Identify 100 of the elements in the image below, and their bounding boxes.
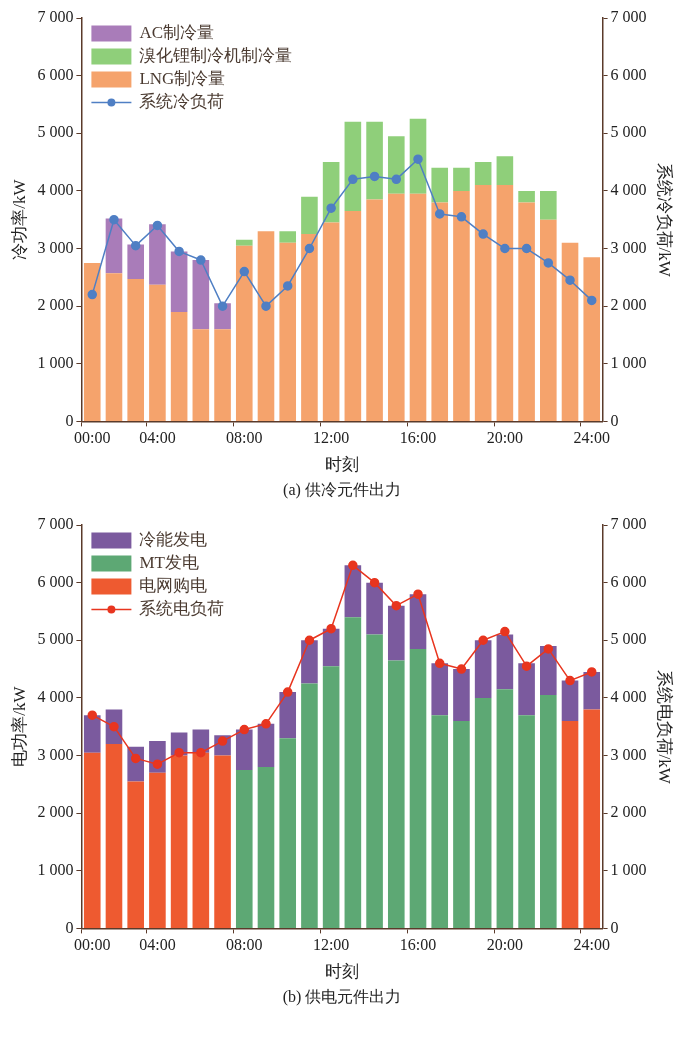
bar bbox=[387, 193, 405, 421]
point bbox=[239, 724, 250, 735]
x-tick-label: 04:00 bbox=[139, 429, 176, 447]
point bbox=[369, 577, 380, 588]
y2-tick-label: 3 000 bbox=[610, 238, 647, 256]
legend-label: 冷能发电 bbox=[139, 529, 208, 549]
x-tick-label: 04:00 bbox=[139, 936, 176, 954]
point bbox=[391, 600, 402, 611]
y2-tick-label: 3 000 bbox=[610, 745, 647, 763]
bar bbox=[453, 190, 470, 421]
bar bbox=[257, 767, 275, 928]
y2-tick-label: 1 000 bbox=[610, 860, 647, 878]
y2-tick-label: 5 000 bbox=[610, 123, 647, 141]
x-tick-label: 24:00 bbox=[573, 936, 610, 954]
point bbox=[478, 229, 488, 239]
bar bbox=[387, 136, 405, 194]
bar bbox=[366, 634, 383, 928]
x-axis-title: 时刻 bbox=[325, 962, 359, 982]
point bbox=[456, 212, 467, 222]
point bbox=[326, 623, 336, 634]
y-tick-label: 5 000 bbox=[37, 630, 74, 648]
bar bbox=[366, 199, 383, 421]
bar bbox=[83, 752, 101, 928]
bar bbox=[496, 689, 514, 928]
bar bbox=[322, 222, 340, 421]
point bbox=[586, 667, 597, 677]
bar bbox=[83, 262, 101, 421]
point bbox=[434, 658, 445, 669]
point bbox=[413, 589, 423, 599]
bar bbox=[431, 202, 449, 421]
bar bbox=[366, 121, 383, 200]
bar bbox=[257, 231, 275, 421]
bar bbox=[561, 720, 579, 928]
point bbox=[239, 266, 250, 277]
bar bbox=[149, 224, 166, 285]
bar bbox=[105, 273, 123, 421]
bar bbox=[322, 666, 340, 928]
y-axis-title: 电功率/kW bbox=[9, 685, 29, 767]
bar bbox=[387, 605, 405, 661]
point bbox=[348, 174, 358, 185]
bar bbox=[149, 284, 166, 421]
bar bbox=[496, 156, 514, 186]
point bbox=[521, 243, 532, 254]
legend-label: 溴化锂制冷机制冷量 bbox=[139, 45, 293, 65]
bar bbox=[409, 118, 427, 194]
y-tick-label: 3 000 bbox=[37, 745, 74, 763]
point bbox=[261, 301, 271, 311]
bar bbox=[192, 329, 210, 421]
point bbox=[413, 154, 423, 164]
y2-tick-label: 0 bbox=[610, 411, 619, 429]
y2-tick-label: 1 000 bbox=[610, 353, 647, 371]
bar bbox=[540, 190, 557, 220]
y-tick-label: 3 000 bbox=[37, 238, 74, 256]
y-tick-label: 7 000 bbox=[37, 515, 74, 533]
x-tick-label: 16:00 bbox=[399, 429, 437, 447]
bar bbox=[474, 640, 492, 698]
point bbox=[456, 664, 467, 674]
bar bbox=[496, 634, 514, 690]
point bbox=[586, 295, 597, 306]
bar bbox=[344, 617, 362, 928]
y2-axis-title: 系统电负荷/kW bbox=[655, 669, 675, 785]
y-tick-label: 4 000 bbox=[37, 181, 74, 199]
bar bbox=[583, 257, 601, 421]
bar bbox=[83, 715, 101, 753]
bar bbox=[127, 244, 144, 280]
bar bbox=[431, 715, 449, 928]
x-tick-label: 20:00 bbox=[486, 936, 524, 954]
bar bbox=[540, 646, 557, 695]
point bbox=[87, 289, 98, 300]
x-tick-label: 16:00 bbox=[399, 936, 437, 954]
bar bbox=[409, 193, 427, 421]
point bbox=[282, 281, 293, 291]
bar bbox=[474, 697, 492, 928]
y-tick-label: 6 000 bbox=[37, 572, 74, 590]
point bbox=[543, 644, 554, 654]
bar bbox=[453, 167, 470, 191]
bar bbox=[474, 185, 492, 421]
legend-label: MT发电 bbox=[139, 552, 199, 572]
bar bbox=[214, 329, 231, 421]
point bbox=[391, 174, 402, 185]
point bbox=[348, 560, 358, 571]
bar bbox=[561, 242, 579, 421]
x-tick-label: 08:00 bbox=[226, 936, 263, 954]
bar bbox=[279, 738, 297, 928]
bar bbox=[561, 680, 579, 721]
x-tick-label: 12:00 bbox=[312, 936, 350, 954]
point bbox=[304, 243, 315, 254]
y2-tick-label: 5 000 bbox=[610, 630, 647, 648]
x-axis-title: 时刻 bbox=[325, 455, 359, 475]
y-tick-label: 4 000 bbox=[37, 688, 74, 706]
bar bbox=[344, 211, 362, 421]
point bbox=[152, 759, 163, 769]
y-tick-label: 1 000 bbox=[37, 353, 74, 371]
bar bbox=[105, 743, 123, 928]
y-tick-label: 1 000 bbox=[37, 860, 74, 878]
point bbox=[500, 243, 510, 254]
bar bbox=[474, 162, 492, 186]
bar bbox=[257, 723, 275, 768]
y2-tick-label: 6 000 bbox=[610, 572, 647, 590]
bar bbox=[518, 190, 535, 203]
